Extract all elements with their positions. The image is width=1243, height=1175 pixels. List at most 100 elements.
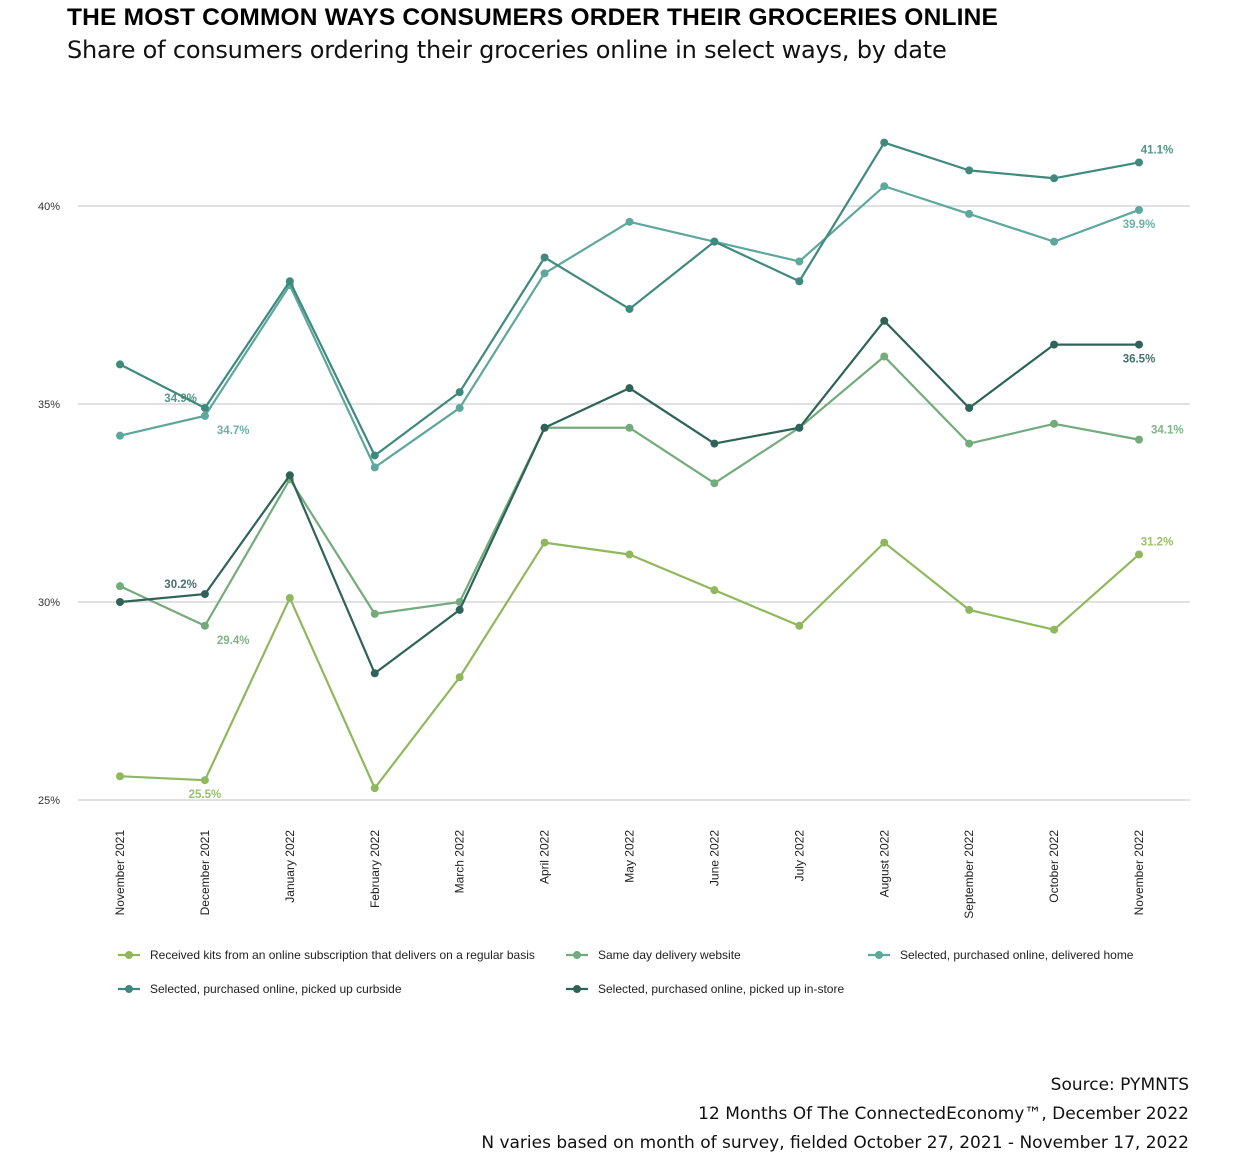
data-label: 34.7% (217, 425, 250, 437)
chart-title: THE MOST COMMON WAYS CONSUMERS ORDER THE… (67, 4, 999, 31)
line-chart: 25% 30% 35% 40% November 2021 December 2021 J… (38, 138, 1190, 919)
data-point (710, 479, 719, 488)
data-point (455, 403, 464, 412)
data-point (116, 582, 124, 591)
legend-marker-icon (868, 951, 890, 959)
legend-label: Selected, purchased online, picked up cu… (150, 982, 402, 996)
data-point (880, 352, 889, 361)
data-point (710, 586, 719, 595)
data-label: 36.5% (1123, 354, 1156, 366)
x-tick-label: June 2022 (707, 830, 721, 886)
data-point (455, 673, 464, 682)
data-point (200, 403, 209, 412)
data-point (795, 257, 804, 266)
data-point (710, 237, 719, 246)
x-tick-label: February 2022 (368, 830, 382, 908)
data-point (880, 316, 889, 325)
x-tick-label: August 2022 (877, 830, 891, 898)
legend-marker-icon (566, 951, 588, 959)
data-point (540, 538, 549, 547)
data-point (625, 384, 634, 393)
chart-subtitle: Share of consumers ordering their grocer… (67, 36, 947, 64)
data-point (540, 269, 549, 278)
data-point (540, 423, 549, 432)
data-point (880, 538, 889, 547)
x-tick-label: January 2022 (283, 830, 297, 903)
series-4 (116, 138, 1143, 460)
data-point (795, 277, 804, 286)
data-point (370, 669, 379, 678)
x-axis: November 2021 December 2021 January 2022 Fe… (113, 830, 1146, 919)
data-label: 29.4% (217, 635, 250, 647)
y-tick-label: 40% (38, 201, 60, 213)
data-point (200, 621, 209, 630)
data-point (1135, 205, 1143, 214)
note-text: N varies based on month of survey, field… (481, 1133, 1189, 1153)
gridlines (78, 205, 1190, 801)
data-point (1135, 158, 1143, 167)
data-point (200, 590, 209, 599)
data-label: 25.5% (189, 789, 222, 801)
x-tick-label: October 2022 (1047, 830, 1061, 903)
legend-marker-icon (566, 985, 588, 993)
legend-label: Same day delivery website (598, 948, 741, 962)
x-tick-label: July 2022 (792, 830, 806, 882)
data-point (965, 605, 974, 614)
data-point (965, 209, 974, 218)
legend: Received kits from an online subscriptio… (118, 948, 1218, 1008)
legend-item: Same day delivery website (566, 948, 741, 962)
data-point (1135, 550, 1143, 559)
data-point (116, 431, 124, 440)
data-point (625, 550, 634, 559)
data-point (1050, 237, 1059, 246)
legend-marker-icon (118, 985, 140, 993)
data-point (1050, 340, 1059, 349)
series-lines (116, 138, 1143, 793)
data-point (880, 138, 889, 147)
legend-label: Selected, purchased online, picked up in… (598, 982, 845, 996)
data-point (965, 439, 974, 448)
legend-item: Selected, purchased online, delivered ho… (868, 948, 1133, 962)
data-point (200, 411, 209, 420)
data-point (795, 621, 804, 630)
series-1 (116, 538, 1143, 793)
data-point (370, 463, 379, 472)
y-axis: 25% 30% 35% 40% (38, 201, 60, 807)
data-point (710, 439, 719, 448)
data-point (370, 451, 379, 460)
series-line (119, 319, 1139, 675)
data-point (965, 403, 974, 412)
data-point (1135, 435, 1143, 444)
data-point (370, 784, 379, 793)
data-point (1135, 340, 1143, 349)
x-tick-label: November 2022 (1132, 830, 1146, 916)
data-point (116, 772, 124, 781)
data-point (455, 605, 464, 614)
data-point (625, 217, 634, 226)
data-label: 34.9% (164, 393, 197, 405)
y-tick-label: 25% (38, 795, 60, 807)
data-point (965, 166, 974, 175)
series-line (119, 355, 1140, 627)
data-point (285, 471, 294, 480)
data-label: 31.2% (1141, 536, 1174, 548)
data-point (370, 609, 379, 618)
data-point (116, 360, 124, 369)
report-text: 12 Months Of The ConnectedEconomy™, Dece… (698, 1104, 1189, 1124)
data-point (795, 423, 804, 432)
x-tick-label: September 2022 (962, 830, 976, 919)
x-tick-label: April 2022 (538, 830, 552, 884)
data-point (625, 423, 634, 432)
data-labels: 25.5% 31.2% 29.4% 34.1% 34.7% 39.9% 34.9% 41.1%… (164, 144, 1183, 801)
data-point (1050, 174, 1059, 183)
data-label: 34.1% (1151, 425, 1184, 437)
data-point (200, 776, 209, 785)
series-5 (116, 316, 1143, 678)
x-tick-label: December 2021 (198, 830, 212, 916)
source-text: Source: PYMNTS (1050, 1075, 1189, 1095)
x-tick-label: May 2022 (623, 830, 637, 883)
x-tick-label: November 2021 (113, 830, 127, 916)
legend-label: Selected, purchased online, delivered ho… (900, 948, 1134, 962)
series-line (119, 541, 1140, 790)
series-line (119, 141, 1140, 457)
